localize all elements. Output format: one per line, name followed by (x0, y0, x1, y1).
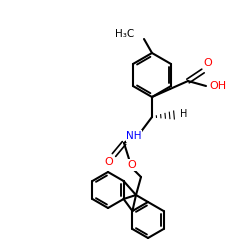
Text: O: O (128, 160, 136, 170)
Text: NH: NH (126, 131, 142, 141)
Text: H₃C: H₃C (115, 29, 134, 39)
Text: O: O (204, 58, 212, 68)
Text: H: H (180, 109, 188, 119)
Text: OH: OH (210, 81, 226, 91)
Text: O: O (104, 157, 114, 167)
